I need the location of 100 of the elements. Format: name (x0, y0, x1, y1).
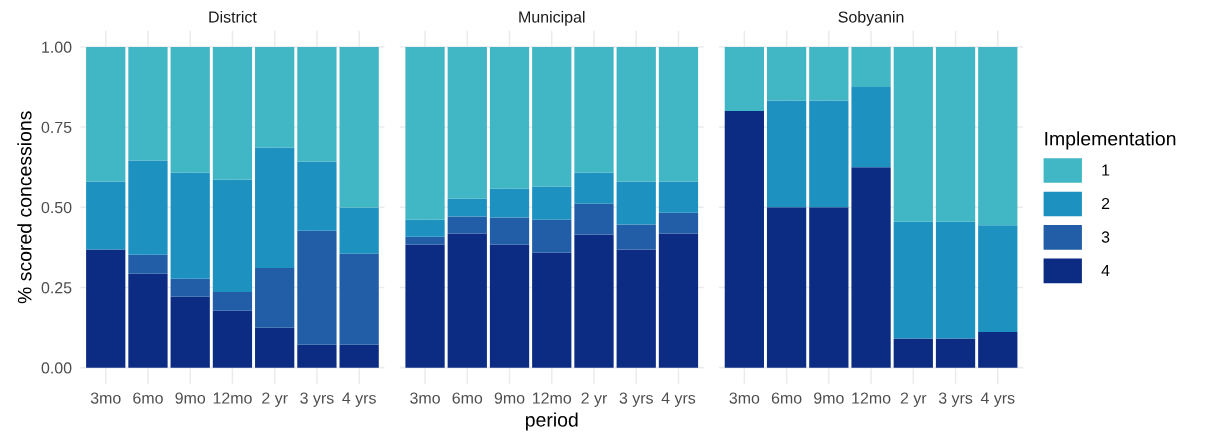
x-tick-label: 3mo (729, 392, 760, 404)
bar (128, 273, 168, 368)
bar (170, 278, 210, 297)
bar (447, 198, 487, 217)
bar (766, 46, 807, 101)
bar (978, 225, 1018, 333)
bar (658, 181, 699, 213)
legend-label: 1 (1102, 164, 1110, 176)
bar (212, 291, 253, 311)
x-tick-label: 6mo (771, 392, 802, 404)
chart-title: District (209, 10, 257, 23)
bar (616, 46, 656, 182)
bar (766, 207, 807, 368)
x-tick-label: 12mo (533, 392, 572, 404)
x-axis-title: period (525, 412, 578, 431)
bar (255, 46, 295, 148)
bar (170, 172, 210, 279)
y-tick-label: 0.75 (41, 121, 72, 134)
bar (532, 186, 572, 220)
bar (532, 219, 572, 253)
x-tick-label: 6mo (133, 392, 163, 404)
bar (255, 327, 295, 368)
x-tick-label: 12mo (213, 392, 252, 404)
bar (809, 100, 849, 208)
bar (616, 249, 656, 368)
legend-label: 4 (1101, 265, 1110, 276)
bar (339, 253, 379, 345)
x-tick-label: 9mo (175, 392, 206, 404)
bar (170, 296, 210, 368)
bar (489, 244, 530, 368)
bar (297, 344, 337, 368)
bar (489, 217, 530, 245)
bar (489, 46, 530, 189)
y-tick-label: 0.50 (41, 201, 72, 214)
bar (128, 46, 168, 161)
bar (86, 181, 126, 250)
bar (339, 46, 379, 208)
y-tick-label: 0.00 (41, 362, 72, 374)
bar (447, 46, 487, 199)
bar (574, 172, 614, 204)
bar (212, 179, 253, 292)
x-tick-label: 3 yrs (938, 392, 973, 407)
bar (447, 233, 487, 368)
bar (532, 46, 572, 187)
bar (212, 46, 253, 180)
bar (255, 147, 295, 268)
bar (574, 234, 614, 368)
x-tick-label: 4 yrs (980, 392, 1015, 407)
x-tick-label: 9mo (494, 392, 525, 404)
bar (724, 111, 764, 368)
bar (893, 46, 933, 222)
bar (851, 87, 891, 168)
x-tick-label: 3mo (410, 392, 440, 404)
bar (128, 254, 168, 274)
legend-title: Implementation (1045, 131, 1176, 150)
bar (339, 344, 379, 368)
bar (297, 230, 337, 345)
x-tick-label: 9mo (814, 392, 844, 404)
bar (86, 46, 126, 182)
bar (851, 46, 891, 87)
bar (447, 216, 487, 234)
bar (405, 46, 445, 220)
bar (893, 338, 933, 368)
bar (532, 252, 572, 368)
bar (616, 224, 656, 250)
y-tick-label: 1.00 (42, 41, 72, 53)
bar (616, 181, 656, 225)
x-tick-label: 2 yr (900, 392, 927, 407)
bar (405, 219, 445, 237)
x-tick-label: 2 yr (262, 392, 288, 407)
bar (658, 46, 699, 182)
bar (574, 203, 614, 235)
x-tick-label: 6mo (452, 392, 483, 404)
bar (724, 46, 764, 112)
bar (935, 46, 976, 222)
bar (851, 167, 891, 368)
bar (128, 160, 168, 255)
x-tick-label: 3 yrs (619, 392, 653, 407)
bar (86, 249, 126, 368)
bar (297, 46, 337, 162)
bar (658, 212, 699, 234)
x-tick-label: 3 yrs (300, 392, 334, 407)
bar (297, 161, 337, 231)
chart-title: Municipal (519, 10, 585, 26)
bar (574, 46, 614, 173)
legend-label: 3 (1101, 231, 1110, 243)
bar (489, 188, 530, 218)
y-axis-title: % scored concessions (17, 111, 32, 304)
bar (766, 100, 807, 208)
bar (893, 221, 933, 339)
bar (212, 310, 253, 368)
bar (935, 338, 976, 368)
bar (339, 207, 379, 254)
bar (405, 236, 445, 245)
bar (935, 221, 976, 339)
x-tick-label: 4 yrs (661, 392, 696, 407)
bar (978, 332, 1018, 368)
bar (255, 267, 295, 328)
x-tick-label: 2 yr (581, 392, 608, 407)
x-tick-label: 12mo (852, 392, 891, 404)
